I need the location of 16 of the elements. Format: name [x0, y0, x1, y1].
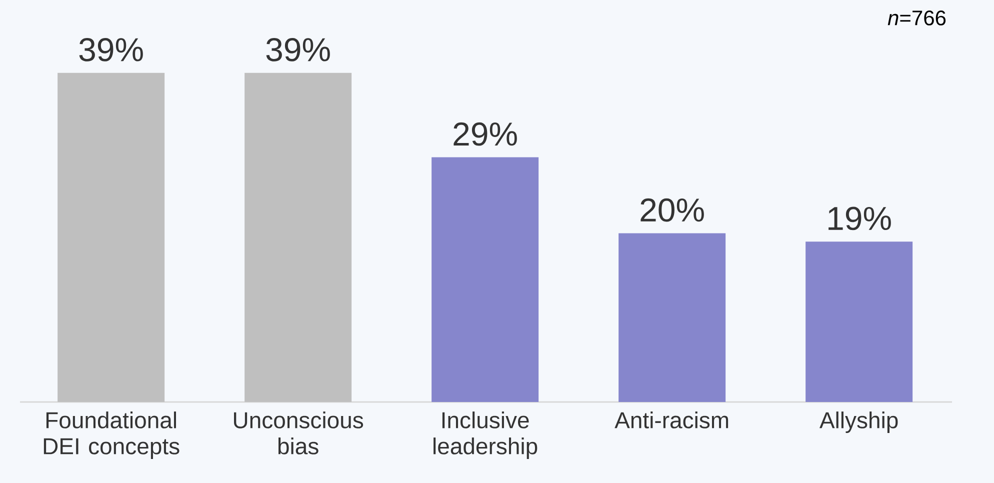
bar [618, 233, 726, 402]
data-label: 39% [79, 38, 143, 62]
bar [58, 72, 165, 402]
bar [244, 72, 352, 402]
data-label: 29% [454, 122, 517, 146]
x-tick-label: Foundational DEI concepts [44, 412, 180, 459]
x-tick-label: Inclusive leadership [434, 412, 538, 459]
x-tick-label: Allyship [819, 412, 898, 433]
data-label: 19% [828, 206, 891, 230]
data-label: 20% [640, 198, 704, 222]
bar [806, 242, 913, 402]
bar [432, 157, 539, 402]
data-label: 39% [266, 38, 330, 62]
text: n=766 [888, 10, 946, 26]
x-tick-label: Anti-racism [614, 412, 728, 428]
x-tick-label: Unconscious bias [234, 412, 364, 454]
